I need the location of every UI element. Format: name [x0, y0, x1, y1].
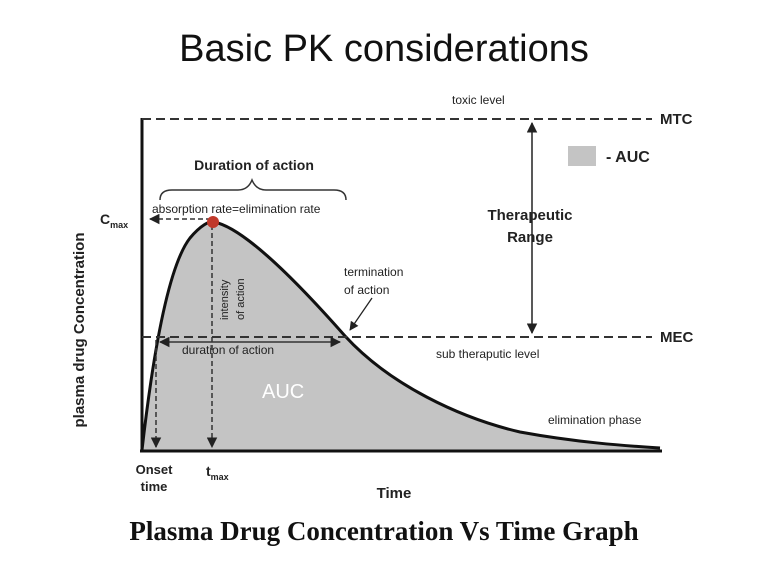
mtc-label: MTC	[660, 111, 693, 128]
intensity-label-1: intensity	[219, 279, 231, 320]
x-axis-label: Time	[377, 485, 412, 502]
onset-label-2: time	[141, 479, 168, 494]
concentration-curve	[140, 220, 661, 451]
duration-top-label: Duration of action	[194, 157, 314, 173]
cmax-marker	[207, 216, 219, 228]
therapeutic-label-2: Range	[507, 229, 553, 246]
duration-brace	[159, 177, 347, 201]
auc-area	[142, 221, 660, 450]
tmax-label: tmax	[206, 463, 229, 482]
legend-auc-label: - AUC	[606, 149, 650, 166]
slide-title: Basic PK considerations	[179, 28, 589, 70]
onset-label-1: Onset	[136, 462, 174, 477]
sub-therapeutic-label: sub theraputic level	[436, 347, 539, 361]
duration-mid-label: duration of action	[182, 343, 274, 357]
mec-label: MEC	[660, 329, 694, 346]
cmax-label: Cmax	[100, 211, 128, 230]
slide-caption: Plasma Drug Concentration Vs Time Graph	[129, 516, 639, 546]
termination-label-1: termination	[344, 265, 403, 279]
auc-label: AUC	[262, 381, 304, 403]
y-axis-label: plasma drug Concentration	[71, 232, 88, 427]
termination-pointer	[349, 297, 373, 331]
toxic-level-label: toxic level	[452, 93, 505, 107]
intensity-label-2: of action	[235, 278, 247, 320]
therapeutic-label-1: Therapeutic	[487, 207, 572, 224]
elimination-phase-label: elimination phase	[548, 413, 642, 427]
absorption-equal-label: absorption rate=elimination rate	[152, 202, 321, 216]
termination-label-2: of action	[344, 283, 389, 297]
legend-auc-swatch	[568, 146, 596, 166]
